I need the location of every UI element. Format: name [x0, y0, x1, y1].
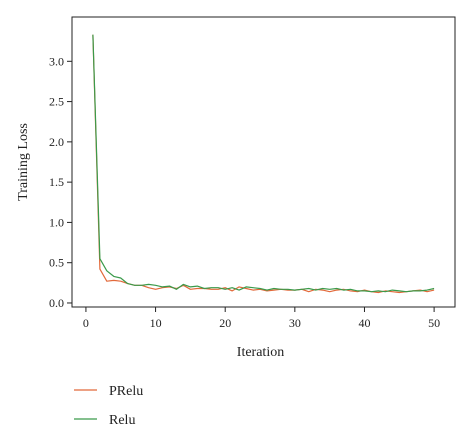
x-tick-label: 50 [428, 316, 440, 330]
y-axis-ticks: 0.0 0.5 1.0 1.5 2.0 2.5 3.0 [49, 54, 72, 310]
x-tick-label: 40 [358, 316, 370, 330]
y-tick-label: 3.0 [49, 54, 64, 68]
y-axis-title: Training Loss [16, 123, 31, 201]
x-tick-label: 30 [289, 316, 301, 330]
y-tick-label: 2.5 [49, 95, 64, 109]
y-tick-label: 1.0 [49, 215, 64, 229]
series-lines [92, 34, 435, 294]
x-tick-label: 10 [150, 316, 162, 330]
x-tick-label: 0 [83, 316, 89, 330]
x-axis-title: Iteration [237, 345, 284, 360]
series-line-relu [92, 34, 435, 293]
x-tick-label: 20 [219, 316, 231, 330]
legend-label-relu: Relu [109, 413, 135, 428]
plot-frame [71, 16, 456, 308]
legend-label-prelu: PRelu [109, 384, 143, 399]
y-tick-label: 2.0 [49, 135, 64, 149]
series-line-prelu [92, 34, 435, 294]
legend: PRelu Relu [74, 384, 143, 428]
y-tick-label: 0.5 [49, 256, 64, 270]
y-tick-label: 1.5 [49, 175, 64, 189]
x-axis-ticks: 0 10 20 30 40 50 [83, 307, 440, 330]
y-tick-label: 0.0 [49, 296, 64, 310]
